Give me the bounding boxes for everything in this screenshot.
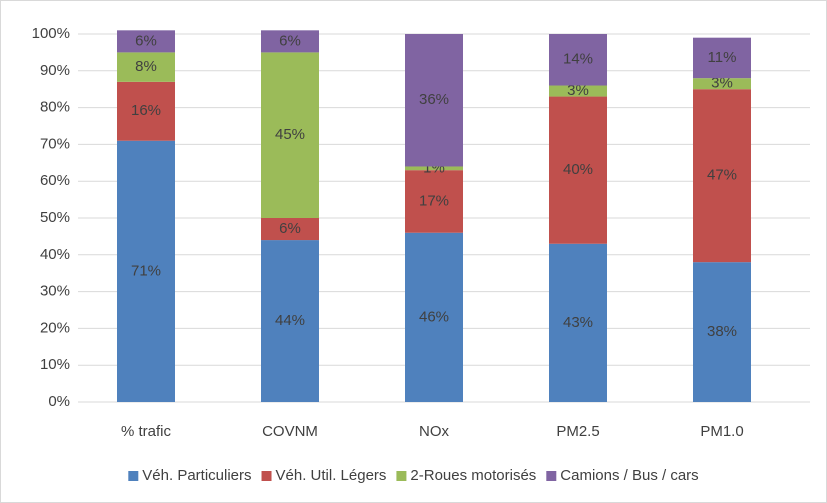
legend-swatch xyxy=(261,471,272,481)
bar-segment xyxy=(261,52,319,219)
y-tick-label: 50% xyxy=(40,209,70,226)
data-label: 44% xyxy=(275,312,305,329)
y-tick-label: 20% xyxy=(40,319,70,336)
legend-label: Camions / Bus / cars xyxy=(560,467,698,484)
data-label: 17% xyxy=(419,192,449,209)
bar-segment xyxy=(117,140,175,402)
bar-segment xyxy=(117,30,175,53)
legend-swatch xyxy=(396,471,407,481)
bar-segment xyxy=(549,96,607,244)
data-label: 14% xyxy=(563,51,593,68)
bar-segment xyxy=(693,89,751,263)
bar-segment xyxy=(261,30,319,53)
data-label: 16% xyxy=(131,102,161,119)
y-tick-label: 30% xyxy=(40,283,70,300)
x-tick-label: PM2.5 xyxy=(556,423,599,440)
data-label: 3% xyxy=(567,82,589,99)
data-label: 38% xyxy=(707,323,737,340)
data-label: 45% xyxy=(275,126,305,143)
bar-segment xyxy=(693,78,751,90)
x-tick-label: COVNM xyxy=(262,423,318,440)
data-label: 40% xyxy=(563,161,593,178)
y-tick-label: 60% xyxy=(40,172,70,189)
bar-segment xyxy=(405,166,463,171)
bar-segment xyxy=(693,37,751,79)
bar-segment xyxy=(549,34,607,86)
data-label: 3% xyxy=(711,75,733,92)
data-label: 6% xyxy=(279,32,301,49)
data-label: 6% xyxy=(279,220,301,237)
bar-segment xyxy=(117,81,175,141)
legend-label: 2-Roues motorisés xyxy=(410,467,536,484)
bar-segment xyxy=(549,243,607,402)
x-tick-label: NOx xyxy=(419,423,450,440)
bar-segment xyxy=(549,85,607,97)
bar-segment xyxy=(261,218,319,241)
y-tick-label: 0% xyxy=(48,393,70,410)
data-label: 43% xyxy=(563,314,593,331)
data-label: 46% xyxy=(419,308,449,325)
y-tick-label: 100% xyxy=(32,25,70,42)
legend-label: Véh. Util. Légers xyxy=(276,467,387,484)
legend-label: Véh. Particuliers xyxy=(142,467,251,484)
y-tick-label: 80% xyxy=(40,99,70,116)
y-tick-label: 90% xyxy=(40,62,70,79)
x-tick-label: % trafic xyxy=(121,423,172,440)
bar-segment xyxy=(405,34,463,167)
bar-segment xyxy=(693,262,751,402)
data-label: 36% xyxy=(419,91,449,108)
bar-segment xyxy=(405,170,463,233)
bar-segment xyxy=(405,232,463,402)
data-label: 47% xyxy=(707,167,737,184)
data-label: 71% xyxy=(131,262,161,279)
data-label: 8% xyxy=(135,58,157,75)
y-tick-label: 70% xyxy=(40,135,70,152)
legend-swatch xyxy=(128,471,139,481)
data-label: 6% xyxy=(135,32,157,49)
bar-segment xyxy=(117,52,175,82)
y-tick-label: 40% xyxy=(40,246,70,263)
data-label: 11% xyxy=(708,49,737,66)
legend-swatch xyxy=(546,471,557,481)
x-tick-label: PM1.0 xyxy=(700,423,743,440)
y-tick-label: 10% xyxy=(40,356,70,373)
bar-segment xyxy=(261,240,319,402)
